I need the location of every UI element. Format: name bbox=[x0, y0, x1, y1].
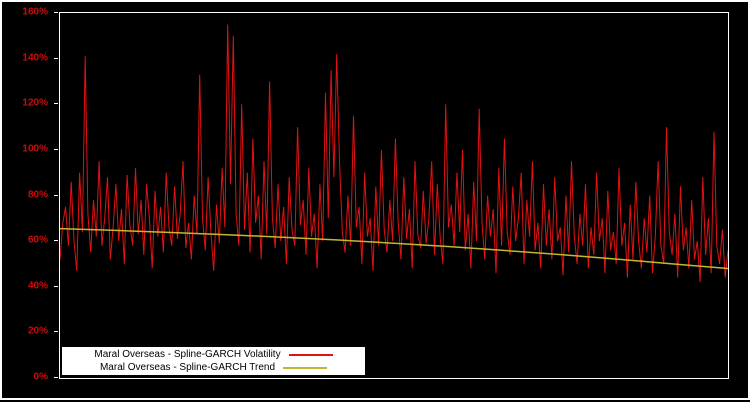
plot-area bbox=[59, 12, 729, 379]
y-tick-mark bbox=[54, 148, 58, 150]
trend-series-line bbox=[60, 227, 728, 270]
y-axis: 0% 20% 40% 60% 80% 100% 120% 140% 160% bbox=[2, 2, 58, 402]
y-tick-label: 120% bbox=[22, 97, 48, 109]
y-tick-label: 100% bbox=[22, 143, 48, 155]
y-tick-label: 80% bbox=[27, 189, 48, 200]
trend-line-swatch bbox=[283, 366, 328, 369]
y-tick-mark bbox=[54, 331, 58, 333]
y-tick-mark bbox=[54, 377, 58, 378]
y-tick-label: 140% bbox=[22, 52, 48, 64]
y-tick-mark bbox=[54, 12, 58, 13]
y-tick-mark bbox=[54, 240, 58, 242]
legend-item-volatility: Maral Overseas - Spline-GARCH Volatility bbox=[62, 349, 365, 361]
legend-label-trend: Maral Overseas - Spline-GARCH Trend bbox=[99, 361, 276, 373]
chart-legend: Maral Overseas - Spline-GARCH Volatility… bbox=[62, 347, 365, 375]
y-tick-label: 20% bbox=[27, 325, 48, 337]
y-tick-mark bbox=[54, 103, 58, 105]
volatility-series-line bbox=[60, 24, 728, 283]
y-tick-label: 0% bbox=[33, 371, 48, 383]
legend-label-volatility: Maral Overseas - Spline-GARCH Volatility bbox=[94, 348, 281, 360]
series-plot bbox=[60, 24, 728, 283]
y-tick-label: 160% bbox=[22, 6, 48, 18]
chart-canvas: 0% 20% 40% 60% 80% 100% 120% 140% 160% Maral Ove… bbox=[2, 2, 748, 398]
y-tick-mark bbox=[54, 57, 58, 59]
y-tick-label: 40% bbox=[27, 280, 48, 292]
legend-item-trend: Maral Overseas - Spline-GARCH Trend bbox=[62, 362, 365, 374]
y-tick-label: 60% bbox=[27, 234, 48, 246]
y-tick-mark bbox=[54, 285, 58, 287]
y-tick-mark bbox=[54, 194, 58, 196]
volatility-line-swatch bbox=[288, 353, 333, 356]
